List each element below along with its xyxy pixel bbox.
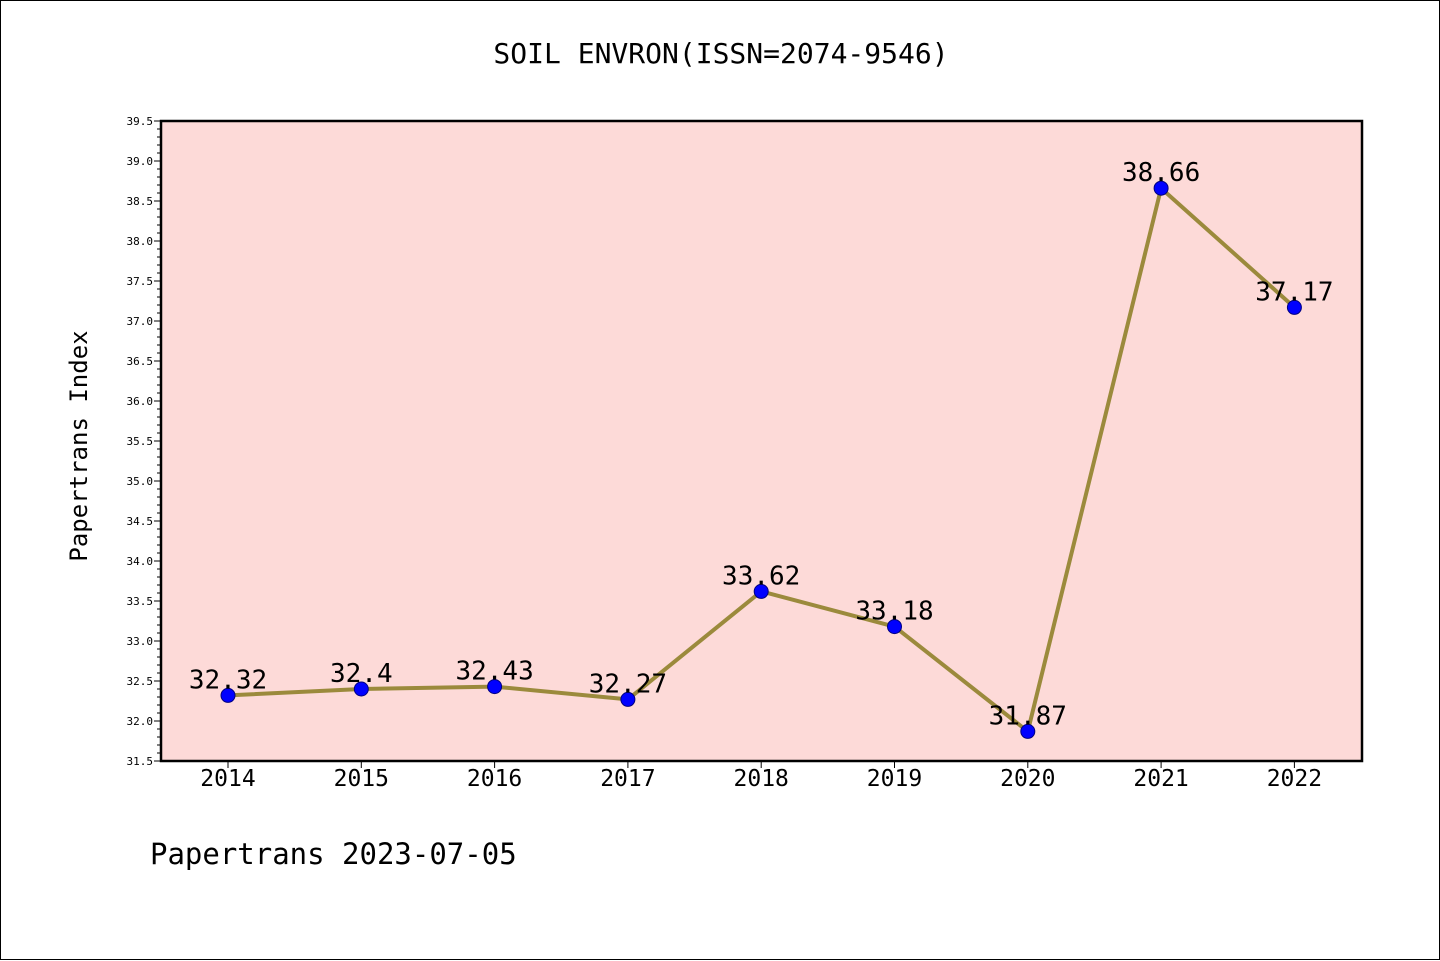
x-tick-label: 2019 (867, 766, 922, 792)
y-tick-label: 36.0 (127, 395, 154, 408)
data-label: 37.17 (1255, 277, 1333, 307)
data-label: 32.43 (455, 657, 533, 687)
y-tick-label: 32.0 (127, 715, 154, 728)
y-tick-label: 35.0 (127, 475, 154, 488)
data-point (487, 679, 503, 695)
y-tick-label: 37.5 (127, 275, 154, 288)
data-point (887, 619, 902, 635)
y-tick-label: 31.5 (127, 755, 154, 768)
x-tick-label: 2016 (467, 766, 522, 792)
x-tick-label: 2020 (1000, 766, 1055, 792)
y-tick-label: 34.0 (127, 555, 154, 568)
y-tick-label: 37.0 (127, 315, 154, 328)
y-tick-label: 39.5 (127, 115, 154, 128)
data-label: 32.4 (330, 659, 393, 689)
y-tick-label: 32.5 (127, 675, 154, 688)
data-label: 33.62 (722, 561, 800, 591)
data-point (1020, 723, 1036, 739)
y-tick-label: 36.5 (127, 355, 154, 368)
data-point (353, 681, 369, 697)
x-tick-label: 2015 (334, 766, 389, 792)
y-tick-label: 38.5 (127, 195, 154, 208)
x-tick-label: 2014 (200, 766, 255, 792)
y-tick-label: 33.0 (127, 635, 154, 648)
data-point (1153, 180, 1169, 196)
data-label: 31.87 (989, 701, 1067, 731)
data-label: 38.66 (1122, 158, 1200, 188)
footer-caption: Papertrans 2023-07-05 (150, 837, 517, 871)
y-tick-label: 39.0 (127, 155, 154, 168)
plot-border (159, 119, 1364, 763)
y-tick-label: 38.0 (127, 235, 154, 248)
data-point (620, 691, 636, 707)
y-tick-label: 33.5 (127, 595, 154, 608)
x-tick-label: 2021 (1133, 766, 1188, 792)
plot-area (161, 121, 1362, 761)
x-tick-label: 2022 (1267, 766, 1322, 792)
data-label: 32.32 (189, 665, 267, 695)
data-point (753, 583, 769, 599)
y-tick-label: 34.5 (127, 515, 154, 528)
x-tick-label: 2017 (600, 766, 655, 792)
x-tick-label: 2018 (734, 766, 789, 792)
data-point (220, 687, 236, 703)
data-label: 32.27 (589, 669, 667, 699)
chart-title: SOIL ENVRON(ISSN=2074-9546) (493, 37, 949, 70)
y-tick-label: 35.5 (127, 435, 154, 448)
data-point (1286, 299, 1302, 315)
data-label: 33.18 (855, 597, 933, 627)
